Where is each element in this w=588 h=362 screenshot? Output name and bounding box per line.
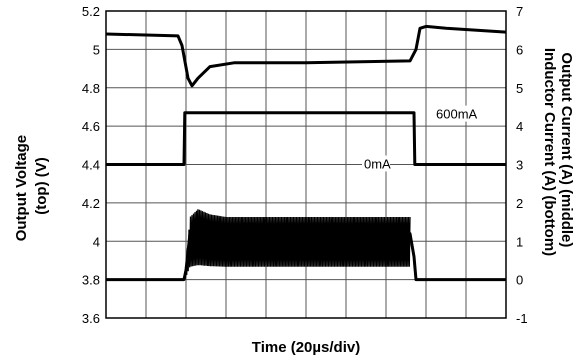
y-tick-label-left: 5.2 (82, 4, 100, 19)
y-tick-label-right: -1 (516, 311, 528, 326)
y-tick-label-right: 0 (516, 273, 523, 288)
y-tick-label-right: 3 (516, 158, 523, 173)
y-tick-label-right: 5 (516, 81, 523, 96)
y-tick-label-left: 4.4 (82, 158, 100, 173)
y-tick-label-left: 4.2 (82, 196, 100, 211)
y-axis-title-left-line-1: Output Voltage (13, 135, 30, 241)
y-axis-title-left-line-2: (top) (V) (33, 157, 50, 214)
y-axis-title-right-line-1: Output Current (A) (middle) (558, 52, 575, 247)
y-tick-label-left: 4.6 (82, 119, 100, 134)
y-tick-label-right: 6 (516, 42, 523, 57)
annotation-background (362, 155, 390, 172)
y-tick-label-left: 3.8 (82, 273, 100, 288)
inductor-current-ripple (185, 209, 411, 276)
y-tick-label-right: 2 (516, 196, 523, 211)
y-tick-label-left: 4 (93, 234, 100, 249)
left-tick-labels: 5.2 5 4.8 4.6 4.4 4.2 4 3.8 3.6 (82, 4, 100, 326)
y-axis-title-left: Output Voltage (top) (V) (13, 131, 50, 242)
traces (105, 24, 507, 282)
y-axis-title-right: Output Current (A) (middle) Inductor Cur… (541, 48, 575, 256)
y-tick-label-right: 7 (516, 4, 523, 19)
plot-frame (105, 10, 507, 319)
y-tick-label-left: 3.6 (82, 311, 100, 326)
right-tick-labels: 7 6 5 4 3 2 1 0 -1 (516, 4, 528, 326)
annotation-background (434, 105, 478, 122)
output-current-trace (106, 111, 506, 166)
y-tick-label-left: 5 (93, 42, 100, 57)
x-axis-title: Time (20µs/div) (252, 339, 360, 356)
y-tick-label-right: 1 (516, 234, 523, 249)
y-axis-title-right-line-2: Inductor Current (A) (bottom) (541, 48, 558, 256)
y-tick-label-right: 4 (516, 119, 523, 134)
output-voltage-trace (105, 24, 507, 88)
y-tick-label-left: 4.8 (82, 81, 100, 96)
annotation-label: 0mA (364, 157, 391, 172)
annotations: 600mA 0mA (362, 105, 478, 172)
annotation-label: 600mA (436, 107, 478, 122)
